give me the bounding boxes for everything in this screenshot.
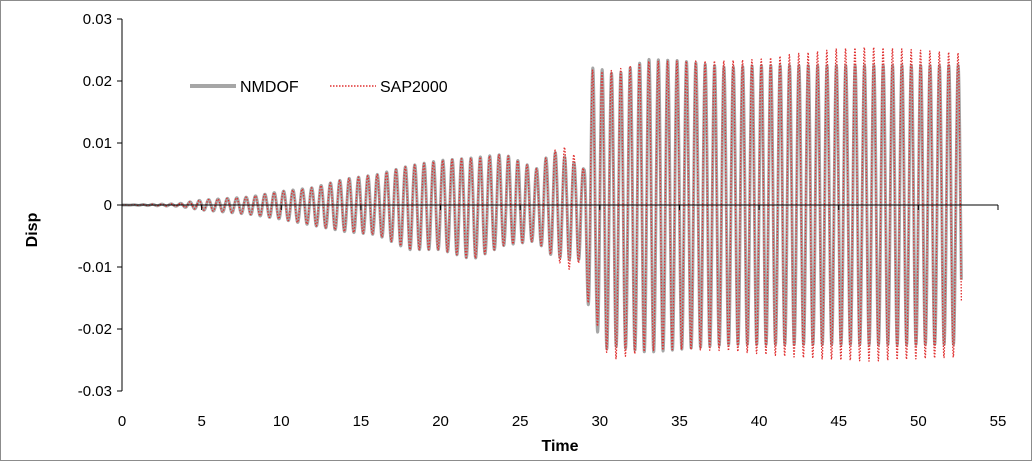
x-tick-label: 20 xyxy=(432,413,449,430)
y-tick-label: -0.01 xyxy=(78,259,112,276)
x-tick-label: 15 xyxy=(353,413,370,430)
y-tick-label: 0.02 xyxy=(83,73,112,90)
x-tick-label: 35 xyxy=(671,413,688,430)
y-tick-label: 0.01 xyxy=(83,135,112,152)
x-tick-label: 55 xyxy=(990,413,1007,430)
x-tick-label: 25 xyxy=(512,413,529,430)
legend-label-sap2000: SAP2000 xyxy=(380,79,448,96)
x-axis-title: Time xyxy=(541,438,578,455)
y-tick-label: 0.03 xyxy=(83,11,112,28)
series-line-sap2000 xyxy=(121,46,963,362)
x-tick-label: 40 xyxy=(751,413,768,430)
y-tick-label: 0 xyxy=(104,197,112,214)
x-tick-label: 10 xyxy=(273,413,290,430)
series-layer xyxy=(120,46,963,362)
x-tick-label: 45 xyxy=(830,413,847,430)
x-tick-label: 50 xyxy=(910,413,927,430)
y-axis-title: Disp xyxy=(24,212,41,247)
legend-label-nmdof: NMDOF xyxy=(240,79,299,96)
x-tick-label: 5 xyxy=(197,413,205,430)
legend: NMDOF SAP2000 xyxy=(190,79,448,96)
x-tick-label: 30 xyxy=(591,413,608,430)
x-tick-label: 0 xyxy=(118,413,126,430)
y-tick-label: -0.02 xyxy=(78,321,112,338)
y-tick-label: -0.03 xyxy=(78,383,112,400)
axes-layer: 0.03 0.02 0.01 0 -0.01 -0.02 -0.03 0 5 10 15 20 25 30… xyxy=(78,11,1007,430)
